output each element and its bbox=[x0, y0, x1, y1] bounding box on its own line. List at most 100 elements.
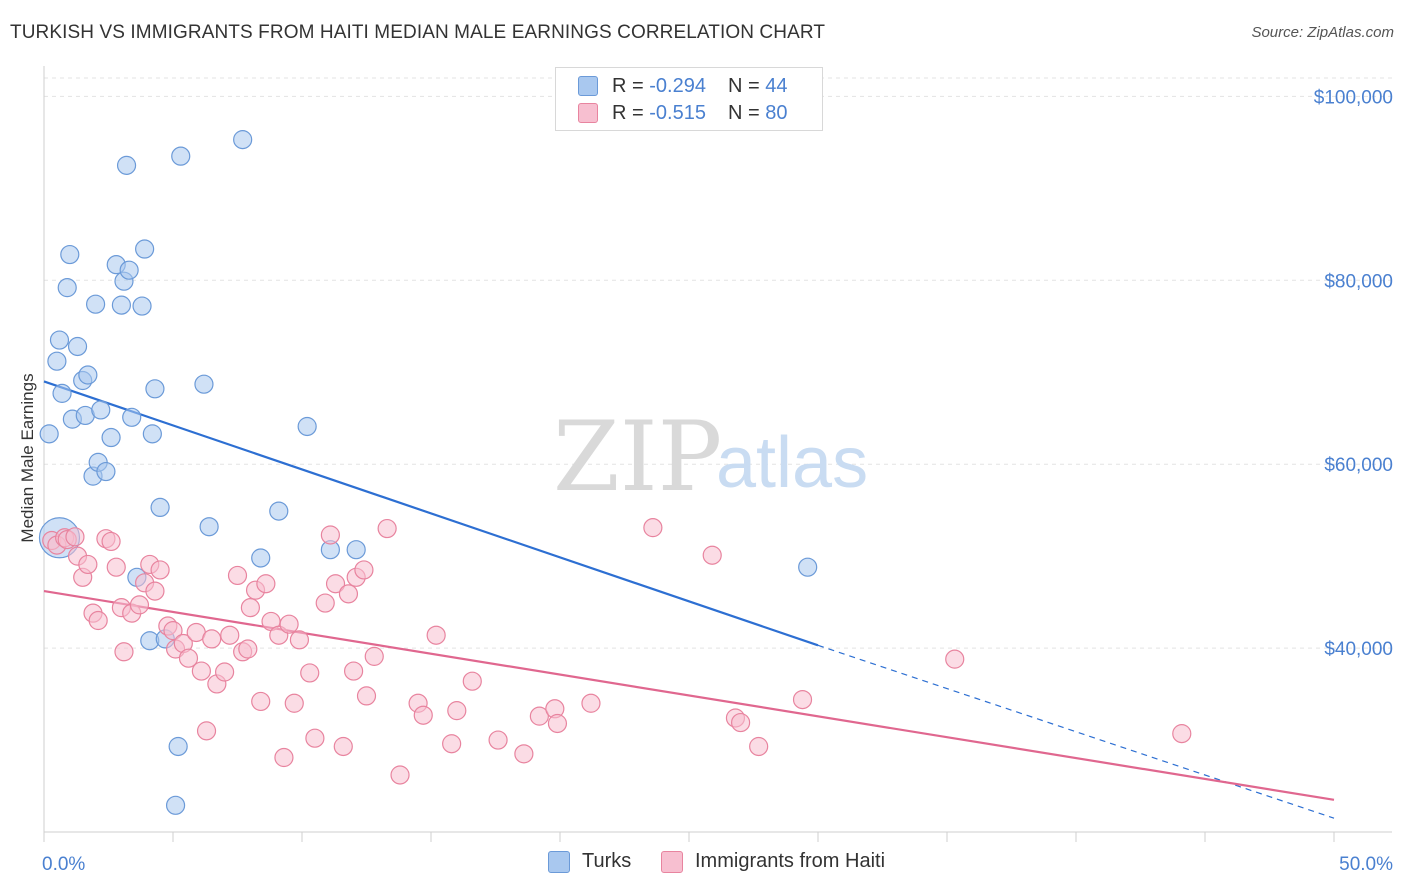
haiti-point bbox=[289, 630, 310, 650]
haiti-point bbox=[163, 621, 183, 641]
haiti-point bbox=[256, 574, 276, 594]
turks-point bbox=[57, 278, 77, 298]
haiti-point bbox=[284, 693, 304, 713]
haiti-point bbox=[377, 518, 397, 539]
haiti-point bbox=[442, 734, 462, 754]
haiti-point bbox=[106, 557, 126, 577]
turks-point bbox=[269, 501, 289, 521]
haiti-point bbox=[413, 705, 433, 725]
turks-point bbox=[78, 365, 98, 385]
turks-point bbox=[199, 517, 219, 537]
haiti-point bbox=[702, 545, 722, 565]
turks-point bbox=[91, 400, 111, 420]
turks-point bbox=[60, 244, 80, 265]
turks-point bbox=[96, 461, 116, 482]
series-legend-haiti[interactable]: Immigrants from Haiti bbox=[661, 850, 885, 873]
haiti-point bbox=[462, 671, 482, 691]
correlation-legend: R = -0.294 N = 44 R = -0.515 N = 80 bbox=[555, 67, 823, 131]
trend-lines bbox=[43, 380, 1335, 819]
haiti-point bbox=[447, 701, 467, 721]
haiti-point bbox=[643, 518, 663, 538]
y-tick-label: $100,000 bbox=[1314, 87, 1393, 108]
x-tick-label: 0.0% bbox=[42, 854, 85, 875]
series-legend-turks[interactable]: Turks bbox=[548, 850, 631, 873]
turks-point bbox=[111, 295, 132, 315]
turks-point bbox=[145, 379, 165, 399]
y-tick-label: $40,000 bbox=[1324, 639, 1393, 660]
haiti-point bbox=[1172, 724, 1192, 744]
haiti-point bbox=[78, 554, 98, 575]
turks-point bbox=[67, 336, 88, 357]
haiti-point bbox=[749, 736, 769, 757]
chart-source: Source: ZipAtlas.com bbox=[1251, 24, 1394, 41]
turks-point bbox=[251, 548, 271, 568]
haiti-point bbox=[240, 598, 260, 618]
turks-point bbox=[49, 330, 70, 350]
legend-r-label: R = bbox=[612, 101, 644, 124]
turks-point bbox=[122, 407, 142, 427]
haiti-point bbox=[238, 639, 258, 659]
legend-swatch-haiti bbox=[578, 103, 598, 123]
legend-r-value: -0.294 bbox=[649, 74, 706, 97]
turks-point bbox=[39, 424, 59, 444]
haiti-point bbox=[338, 584, 359, 604]
series-label-turks: Turks bbox=[582, 850, 632, 872]
haiti-point bbox=[356, 686, 377, 706]
turks-point bbox=[150, 497, 170, 518]
series-swatch-haiti bbox=[661, 850, 683, 873]
turks-point bbox=[233, 130, 253, 150]
haiti-point bbox=[150, 560, 170, 580]
series-swatch-turks bbox=[548, 850, 570, 873]
haiti-point bbox=[220, 625, 240, 645]
turks-point bbox=[135, 239, 155, 259]
legend-n-value: 44 bbox=[765, 74, 788, 97]
haiti-point bbox=[129, 595, 150, 615]
turks-point bbox=[52, 383, 72, 403]
turks-point bbox=[194, 374, 214, 394]
series-legend: Turks Immigrants from Haiti bbox=[0, 850, 1406, 880]
turks-point bbox=[47, 351, 67, 371]
legend-n-value: 80 bbox=[765, 101, 788, 124]
haiti-point bbox=[547, 713, 568, 734]
haiti-point bbox=[305, 728, 325, 748]
haiti-point bbox=[730, 712, 751, 733]
haiti-point bbox=[196, 721, 217, 741]
turks-point bbox=[798, 557, 818, 577]
haiti-point bbox=[945, 649, 965, 669]
series-label-haiti: Immigrants from Haiti bbox=[695, 850, 886, 872]
haiti-point bbox=[364, 646, 384, 666]
haiti-point bbox=[101, 531, 121, 552]
haiti-point bbox=[315, 593, 335, 613]
legend-n-label: N = bbox=[727, 74, 760, 97]
turks-point bbox=[168, 736, 188, 757]
haiti-point bbox=[426, 625, 446, 645]
legend-row-haiti: R = -0.515 N = 80 bbox=[578, 100, 787, 126]
trend-line-haiti bbox=[43, 590, 1335, 801]
haiti-point bbox=[320, 525, 340, 545]
haiti-point bbox=[488, 730, 508, 750]
haiti-point bbox=[325, 574, 346, 594]
haiti-point bbox=[191, 661, 211, 681]
haiti-point bbox=[529, 706, 549, 726]
turks-point bbox=[132, 296, 152, 316]
turks-point bbox=[165, 795, 186, 815]
turks-point bbox=[142, 424, 162, 444]
haiti-point bbox=[390, 765, 410, 785]
tick-labels: $40,000 $60,000 $80,000 $100,000 0.0% 50.0% bbox=[42, 87, 1393, 875]
haiti-point bbox=[354, 560, 374, 580]
legend-r-label: R = bbox=[612, 74, 644, 97]
haiti-point bbox=[279, 614, 299, 634]
legend-row-turks: R = -0.294 N = 44 bbox=[578, 73, 787, 99]
haiti-point bbox=[88, 610, 108, 631]
legend-n-label: N = bbox=[727, 101, 760, 124]
y-tick-label: $80,000 bbox=[1324, 271, 1393, 292]
turks-point bbox=[119, 260, 139, 280]
haiti-point bbox=[65, 527, 85, 547]
data-points bbox=[38, 130, 1192, 815]
chart-title: TURKISH VS IMMIGRANTS FROM HAITI MEDIAN … bbox=[10, 22, 826, 43]
haiti-point bbox=[300, 663, 320, 683]
turks-point bbox=[171, 146, 191, 166]
haiti-point bbox=[581, 693, 601, 713]
haiti-point bbox=[344, 661, 364, 681]
